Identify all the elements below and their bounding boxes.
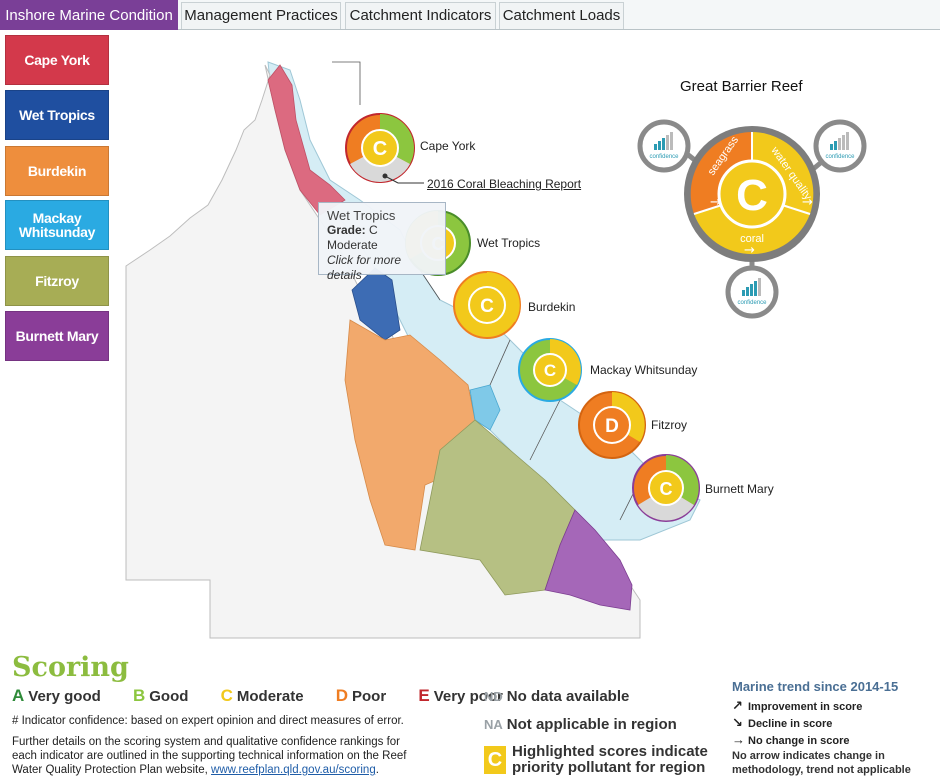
svg-text:→: → [710,195,721,210]
grade-c: C Moderate [220,686,304,705]
tab-inshore-marine-condition[interactable]: Inshore Marine Condition [0,0,178,30]
svg-text:C: C [373,138,387,160]
region-button-cape-york[interactable]: Cape York [5,35,109,85]
mackay-whitsunday-region [469,384,501,431]
grade-a: A Very good [12,686,101,705]
coral-bleaching-report-link[interactable]: 2016 Coral Bleaching Report [427,177,582,191]
mackay-whitsunday-score-circle[interactable]: C [518,338,582,402]
region-button-fitzroy[interactable]: Fitzroy [5,256,109,306]
svg-text:coral: coral [740,233,764,245]
arrow-down-right-icon: ↘ [732,715,743,730]
burnett-mary-score-circle[interactable]: C [632,454,700,522]
region-button-mackay-whitsunday[interactable]: Mackay Whitsunday [5,200,109,250]
svg-text:C: C [736,171,768,220]
cape-york-score-circle[interactable]: C [345,113,415,183]
trend-no-change: → No change in score [732,732,850,747]
map-label-wet-tropics[interactable]: Wet Tropics [477,236,541,250]
svg-text:C: C [544,361,556,380]
tab-catchment-loads[interactable]: Catchment Loads [499,2,624,29]
map-label-fitzroy[interactable]: Fitzroy [651,418,687,432]
svg-text:confidence: confidence [737,300,767,306]
region-button-burdekin[interactable]: Burdekin [5,146,109,196]
map-label-burnett-mary[interactable]: Burnett Mary [705,482,774,496]
tab-management-practices[interactable]: Management Practices [181,2,341,29]
further-details-line-2: each indicator are outlined in the suppo… [12,750,407,762]
trend-note: No arrow indicates change in methodology… [732,750,911,776]
svg-text:D: D [605,416,619,437]
trend-title: Marine trend since 2014-15 [732,679,899,694]
tooltip-hint: Click for more details [327,253,402,282]
highlight-note: Highlighted scores indicate priority poll… [512,743,708,776]
tab-bar: Inshore Marine Condition Management Prac… [0,0,940,30]
region-score-circles: C C C C D C [345,113,700,522]
grade-e: E Very poor [418,686,503,705]
scoring-title: Scoring [12,652,129,683]
grade-legend: A Very good B Good C Moderate D Poor E Very p… [12,686,531,706]
map-label-burdekin[interactable]: Burdekin [528,300,576,314]
tooltip-condition: Moderate [327,238,378,252]
nd-legend: ND No data available [484,688,630,705]
svg-text:→: → [744,243,755,258]
svg-text:confidence: confidence [649,154,679,160]
svg-text:C: C [480,296,494,317]
grade-b: B Good [132,686,189,705]
svg-text:confidence: confidence [825,154,855,160]
arrow-up-right-icon: ↗ [732,698,743,713]
gbr-title: Great Barrier Reef [680,78,803,95]
tab-catchment-indicators[interactable]: Catchment Indicators [345,2,496,29]
highlight-swatch: C [484,746,506,774]
tooltip-grade: Grade: C [327,223,378,237]
burnett-mary-region [544,509,633,611]
grade-d: D Poor [335,686,387,705]
region-tooltip: Wet Tropics Grade: C Moderate Click for … [318,202,446,282]
tooltip-title: Wet Tropics [327,208,396,223]
trend-improvement: ↗ Improvement in score [732,698,863,713]
gbr-score-graphic[interactable]: C seagrass water quality coral → → → con… [630,110,880,320]
burdekin-score-circle[interactable]: C [453,271,521,339]
arrow-right-icon: → [732,732,745,747]
trend-decline: ↘ Decline in score [732,715,833,730]
region-button-burnett-mary[interactable]: Burnett Mary [5,311,109,361]
further-details-line-1: Further details on the scoring system an… [12,736,401,748]
confidence-note: # Indicator confidence: based on expert … [12,715,404,727]
svg-text:C: C [660,479,673,499]
reefplan-scoring-link[interactable]: www.reefplan.qld.gov.au/scoring [211,764,376,776]
svg-text:→: → [802,195,813,210]
fitzroy-score-circle[interactable]: D [578,391,646,459]
map-label-mackay-whitsunday[interactable]: Mackay Whitsunday [590,363,698,377]
map-label-cape-york[interactable]: Cape York [420,139,476,153]
further-details-line-3: Water Quality Protection Plan website, w… [12,764,379,776]
na-legend: NA Not applicable in region [484,716,677,733]
region-button-wet-tropics[interactable]: Wet Tropics [5,90,109,140]
